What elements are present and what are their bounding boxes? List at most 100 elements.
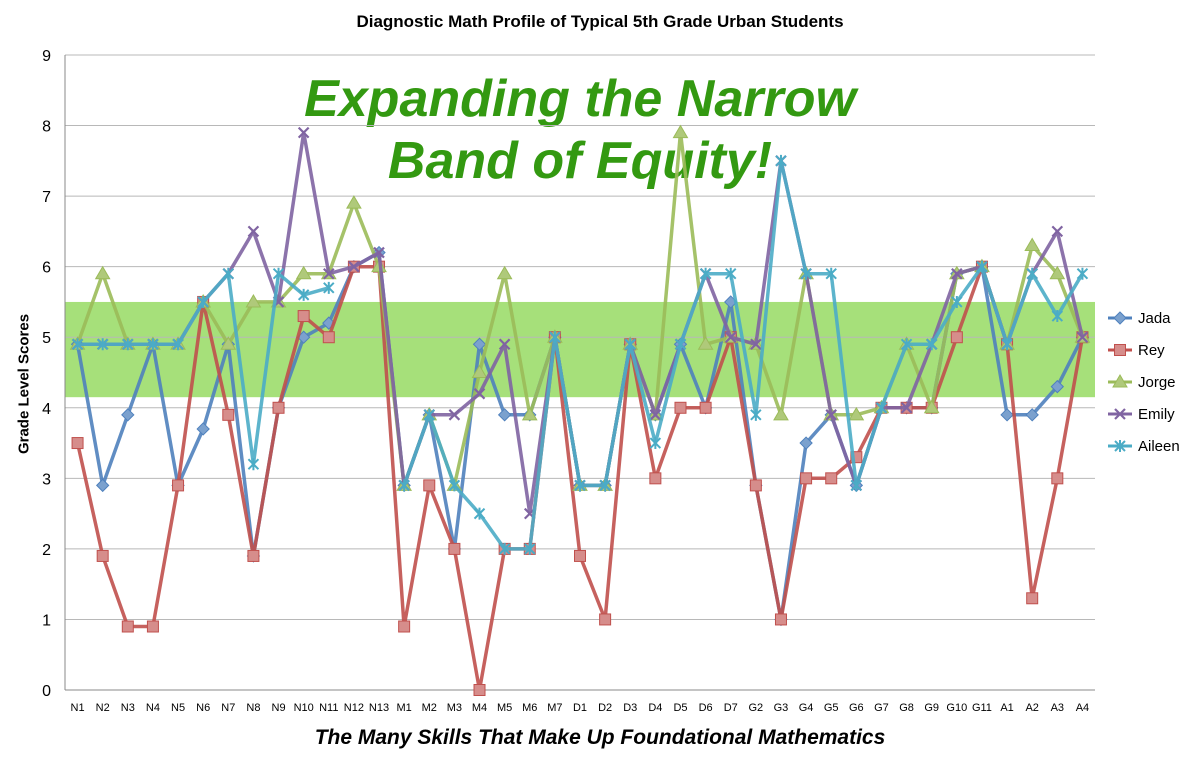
data-point <box>749 479 762 492</box>
data-point <box>1026 592 1039 605</box>
data-point <box>624 338 636 351</box>
x-tick-label: D5 <box>673 702 687 714</box>
x-tick-label: M3 <box>447 702 462 714</box>
data-point <box>448 409 461 421</box>
x-tick-label: D1 <box>573 702 587 714</box>
data-point <box>773 406 789 421</box>
x-tick-label: N2 <box>96 702 110 714</box>
data-point <box>322 331 335 344</box>
y-tick-label: 4 <box>42 401 51 418</box>
data-point <box>472 337 487 351</box>
data-point <box>699 401 712 414</box>
data-point <box>1051 310 1064 323</box>
series-aileen <box>71 154 1089 555</box>
x-tick-label: M5 <box>497 702 512 714</box>
y-tick-label: 6 <box>42 260 51 277</box>
data-point <box>800 267 812 280</box>
data-point <box>750 408 762 421</box>
data-point <box>923 399 940 414</box>
data-point <box>346 195 362 209</box>
data-point <box>71 338 84 351</box>
data-point <box>423 479 436 492</box>
data-point <box>1025 408 1039 422</box>
data-point <box>649 437 662 450</box>
data-point <box>800 472 813 485</box>
data-point <box>900 338 913 351</box>
data-point <box>245 293 262 308</box>
data-point <box>976 260 988 273</box>
data-point <box>323 281 335 294</box>
data-point <box>423 408 435 421</box>
data-point <box>750 338 762 351</box>
data-point <box>71 437 84 450</box>
x-tick-label: A4 <box>1076 702 1089 714</box>
data-point <box>498 338 511 351</box>
data-point <box>297 310 310 323</box>
data-point <box>373 246 385 259</box>
data-point <box>1050 379 1065 394</box>
data-point <box>875 401 888 414</box>
data-point <box>1051 472 1064 485</box>
equity-banner: Expanding the Narrow Band of Equity! <box>260 68 900 192</box>
legend: Jada Rey Jorge Emily Aileen <box>1108 310 1180 455</box>
data-point <box>951 267 963 280</box>
x-tick-label: G10 <box>946 702 967 714</box>
data-point <box>697 336 714 350</box>
legend-item-jada: Jada <box>1108 310 1171 327</box>
data-point <box>725 267 737 280</box>
data-point <box>398 479 410 492</box>
x-tick-label: G7 <box>874 702 889 714</box>
data-point <box>272 267 285 280</box>
x-tick-label: D6 <box>699 702 713 714</box>
data-point <box>172 338 184 351</box>
x-tick-label: N6 <box>196 702 210 714</box>
x-tick-label: A2 <box>1025 702 1038 714</box>
x-tick-label: M2 <box>422 702 437 714</box>
data-point <box>121 408 135 422</box>
x-tick-label: N5 <box>171 702 185 714</box>
x-tick-label: G9 <box>924 702 939 714</box>
x-tick-label: G6 <box>849 702 864 714</box>
data-point <box>900 402 913 414</box>
data-point <box>498 542 511 555</box>
legend-label: Rey <box>1138 342 1165 359</box>
data-point <box>147 338 159 351</box>
x-tick-label: M4 <box>472 702 487 714</box>
data-point <box>574 479 586 492</box>
data-point <box>121 620 134 633</box>
data-point <box>222 408 235 421</box>
x-tick-label: M6 <box>522 702 537 714</box>
x-tick-label: G4 <box>799 702 814 714</box>
data-point <box>850 451 863 464</box>
data-point <box>297 126 310 139</box>
data-point <box>850 479 863 492</box>
x-tick-label: D3 <box>623 702 637 714</box>
data-point <box>1114 408 1126 420</box>
data-point <box>1026 267 1038 280</box>
x-axis-title: The Many Skills That Make Up Foundationa… <box>314 726 886 749</box>
data-point <box>1114 344 1126 356</box>
data-point <box>925 338 938 351</box>
data-point <box>699 267 712 280</box>
data-point <box>295 265 312 280</box>
data-point <box>172 479 185 492</box>
x-tick-label: D7 <box>724 702 738 714</box>
data-point <box>348 260 360 273</box>
legend-item-emily: Emily <box>1108 406 1175 423</box>
legend-item-rey: Rey <box>1108 342 1165 359</box>
data-point <box>1114 440 1126 452</box>
data-point <box>197 295 209 308</box>
data-point <box>674 338 687 351</box>
x-tick-label: N12 <box>344 702 364 714</box>
data-point <box>825 472 838 485</box>
data-point <box>574 549 586 562</box>
data-point <box>473 387 486 400</box>
data-point <box>674 401 687 414</box>
legend-label: Emily <box>1138 406 1175 423</box>
data-point <box>297 288 310 301</box>
data-point <box>96 549 109 562</box>
y-tick-label: 2 <box>42 542 51 559</box>
data-point <box>951 295 963 308</box>
data-point <box>247 549 260 562</box>
x-tick-label: N8 <box>246 702 260 714</box>
